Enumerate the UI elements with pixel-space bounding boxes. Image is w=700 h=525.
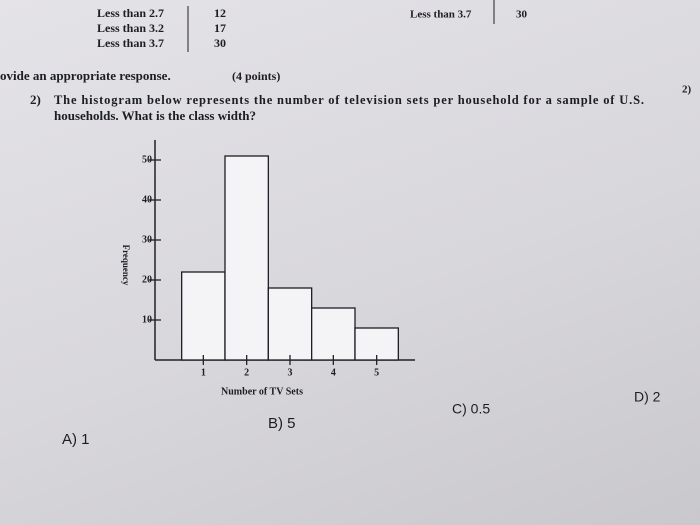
choice: C) 0.5 <box>452 401 490 417</box>
question-text: The histogram below represents the numbe… <box>54 93 644 107</box>
y-axis-label: Frequency <box>121 245 131 286</box>
x-tick-label: 2 <box>244 367 249 378</box>
cell: 12 <box>214 6 226 20</box>
bar <box>311 307 356 361</box>
bar <box>224 155 269 361</box>
instructions: ovide an appropriate response. <box>0 68 171 83</box>
question-number: 2) <box>30 92 41 107</box>
cell: 30 <box>214 36 226 50</box>
points: (4 points) <box>232 69 280 83</box>
y-tick-label: 50 <box>142 154 152 165</box>
x-tick-label: 3 <box>288 367 293 378</box>
x-axis-label: Number of TV Sets <box>221 386 303 397</box>
bar <box>267 287 313 361</box>
histogram: 10 20 30 40 50 1 2 3 4 5 Number of TV Sets Frequenc… <box>121 140 415 397</box>
x-tick-label: 4 <box>331 367 336 378</box>
bar <box>181 271 226 361</box>
x-tick-label: 5 <box>374 367 379 378</box>
y-tick-label: 20 <box>142 274 152 285</box>
choice: D) 2 <box>634 389 661 405</box>
y-tick-label: 30 <box>142 234 152 245</box>
margin-number: 2) <box>682 84 692 96</box>
choice: A) 1 <box>62 431 90 448</box>
cell: Less than 2.7 <box>97 6 164 20</box>
question-text: households. What is the class width? <box>54 108 256 123</box>
cell: 30 <box>516 9 528 21</box>
bar <box>354 327 399 361</box>
x-tick-label: 1 <box>201 367 206 378</box>
y-tick-label: 40 <box>142 194 152 205</box>
table-right: Less than 3.7 30 <box>410 0 528 24</box>
cell: Less than 3.7 <box>410 9 472 21</box>
y-tick-label: 10 <box>142 314 152 325</box>
table-left: Less than 2.7 12 Less than 3.2 17 Less t… <box>97 6 226 52</box>
cell: 17 <box>214 21 226 35</box>
choice: B) 5 <box>268 415 296 432</box>
cell: Less than 3.2 <box>97 21 164 35</box>
cell: Less than 3.7 <box>97 36 164 50</box>
